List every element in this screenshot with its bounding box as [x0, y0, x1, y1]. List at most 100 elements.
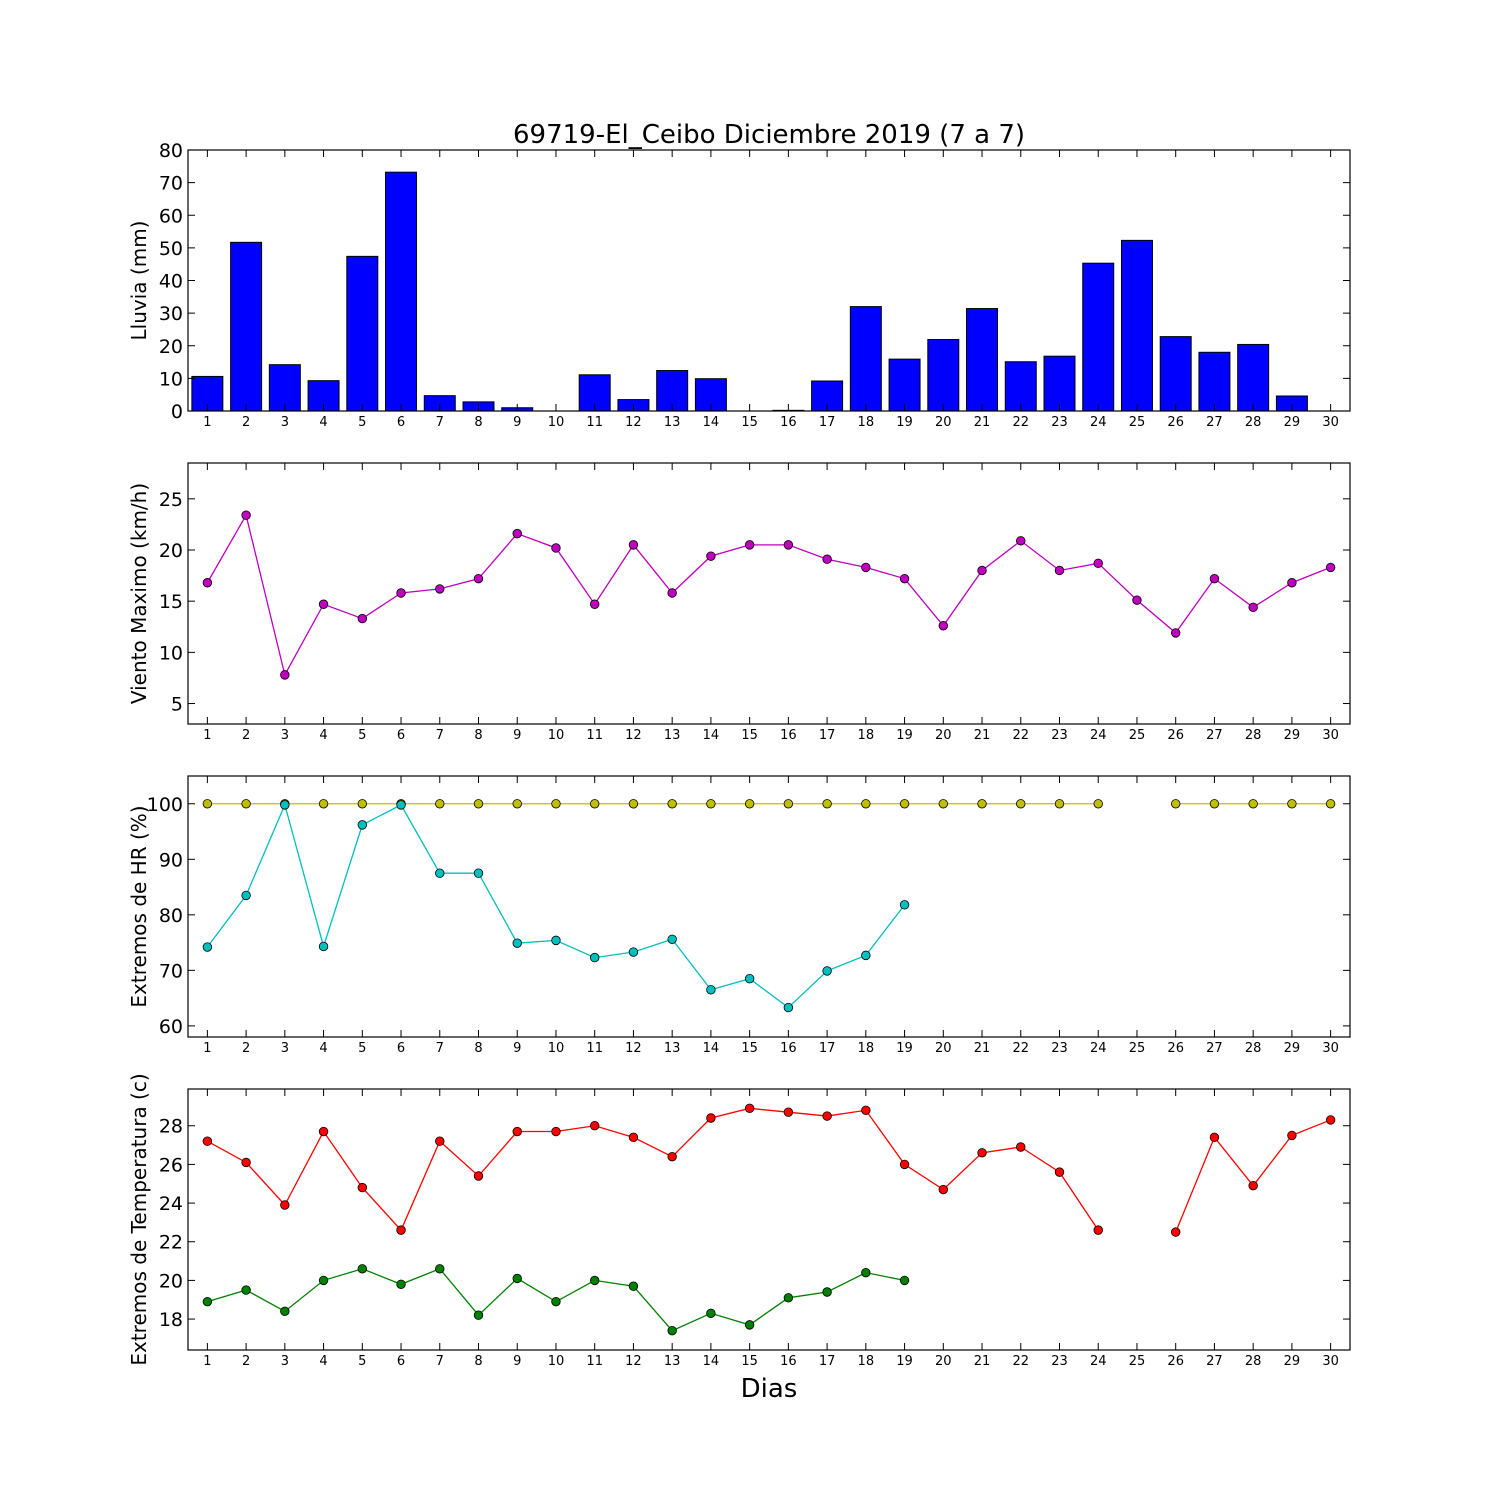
y-tick-label: 30 — [159, 303, 183, 325]
x-tick-label: 17 — [819, 415, 836, 430]
x-tick-label: 23 — [1051, 728, 1068, 743]
data-point — [744, 973, 755, 984]
x-tick-label: 2 — [242, 728, 250, 743]
data-point — [435, 799, 445, 809]
data-point — [861, 799, 871, 809]
x-tick-label: 6 — [397, 728, 405, 743]
x-tick-label: 24 — [1090, 1041, 1107, 1056]
x-tick-label: 20 — [935, 1041, 952, 1056]
x-tick-label: 22 — [1012, 1041, 1029, 1056]
chart-title: 69719-El_Ceibo Diciembre 2019 (7 a 7) — [513, 120, 1025, 150]
x-tick-label: 26 — [1167, 1041, 1184, 1056]
data-point — [706, 799, 716, 809]
data-point — [241, 799, 251, 809]
x-tick-label: 11 — [586, 415, 603, 430]
x-tick-label: 1 — [203, 728, 211, 743]
x-tick-label: 9 — [513, 1041, 521, 1056]
x-tick-label: 10 — [548, 1354, 565, 1369]
data-point — [1325, 1115, 1336, 1125]
x-tick-label: 3 — [281, 415, 289, 430]
x-tick-label: 20 — [935, 415, 952, 430]
x-tick-label: 12 — [625, 1354, 642, 1369]
data-point — [977, 565, 987, 576]
data-point — [318, 1126, 329, 1137]
x-tick-label: 23 — [1051, 1041, 1068, 1056]
data-point — [822, 966, 832, 976]
x-tick-label: 9 — [513, 728, 521, 743]
x-tick-label: 8 — [474, 415, 482, 430]
y-tick-label: 40 — [159, 271, 183, 293]
y-tick-label: 50 — [159, 238, 183, 260]
data-point — [783, 1002, 794, 1013]
x-tick-label: 26 — [1167, 1354, 1184, 1369]
y-tick-label: 20 — [159, 1270, 183, 1292]
axes-frame — [187, 1088, 1351, 1351]
x-tick-label: 11 — [586, 1354, 603, 1369]
data-point — [318, 941, 329, 952]
x-tick-label: 27 — [1206, 728, 1223, 743]
x-tick-label: 19 — [896, 1041, 913, 1056]
x-tick-label: 6 — [397, 1354, 405, 1369]
data-point — [202, 578, 213, 588]
x-tick-label: 5 — [358, 415, 366, 430]
data-point — [357, 1264, 368, 1274]
x-tick-label: 25 — [1129, 415, 1146, 430]
data-point — [241, 890, 251, 901]
x-tick-label: 12 — [625, 728, 642, 743]
data-point — [667, 799, 677, 809]
data-point — [1170, 1227, 1181, 1237]
x-tick-label: 23 — [1051, 415, 1068, 430]
rain-bar — [1004, 361, 1037, 412]
y-tick-label: 26 — [159, 1154, 183, 1176]
x-tick-label: 17 — [819, 1041, 836, 1056]
data-point — [1248, 1180, 1258, 1191]
x-tick-label: 24 — [1090, 728, 1107, 743]
x-tick-label: 7 — [436, 1041, 444, 1056]
x-tick-label: 9 — [513, 1354, 521, 1369]
x-tick-label: 19 — [896, 1354, 913, 1369]
data-point — [1054, 565, 1065, 576]
data-point — [1132, 595, 1142, 605]
x-tick-label: 4 — [319, 1041, 327, 1056]
x-tick-label: 21 — [974, 1041, 991, 1056]
x-tick-label: 4 — [319, 415, 327, 430]
data-point — [744, 799, 755, 809]
x-tick-label: 30 — [1322, 1354, 1339, 1369]
data-point — [473, 1310, 484, 1320]
data-point — [551, 935, 561, 946]
x-tick-label: 17 — [819, 728, 836, 743]
data-point — [357, 1182, 368, 1193]
x-tick-label: 24 — [1090, 1354, 1107, 1369]
x-tick-label: 1 — [203, 415, 211, 430]
rain-bar — [966, 308, 999, 412]
rain-bar — [1082, 262, 1115, 412]
x-tick-label: 18 — [858, 728, 875, 743]
y-tick-label: 90 — [159, 849, 183, 871]
data-point — [241, 1157, 251, 1168]
x-tick-label: 11 — [586, 728, 603, 743]
data-point — [1093, 1225, 1103, 1235]
data-point — [202, 799, 213, 809]
data-point — [473, 573, 484, 584]
data-point — [706, 551, 716, 561]
data-point — [473, 868, 484, 878]
y-tick-label: 0 — [171, 401, 183, 423]
x-tick-label: 6 — [397, 1041, 405, 1056]
rain-bar — [1159, 336, 1192, 412]
data-point — [899, 573, 910, 584]
y-tick-label: 15 — [159, 591, 183, 613]
data-point — [512, 938, 522, 948]
y-tick-label: 5 — [171, 694, 183, 716]
y-tick-label: 10 — [159, 642, 183, 664]
x-tick-label: 8 — [474, 728, 482, 743]
y-tick-label: 20 — [159, 336, 183, 358]
data-point — [512, 1126, 522, 1137]
data-point — [744, 1320, 755, 1330]
y-tick-label: 80 — [159, 905, 183, 927]
data-point — [899, 1275, 910, 1286]
data-point — [628, 1132, 639, 1143]
rain-bar — [230, 241, 263, 412]
x-tick-label: 15 — [741, 728, 758, 743]
data-point — [280, 1200, 290, 1210]
